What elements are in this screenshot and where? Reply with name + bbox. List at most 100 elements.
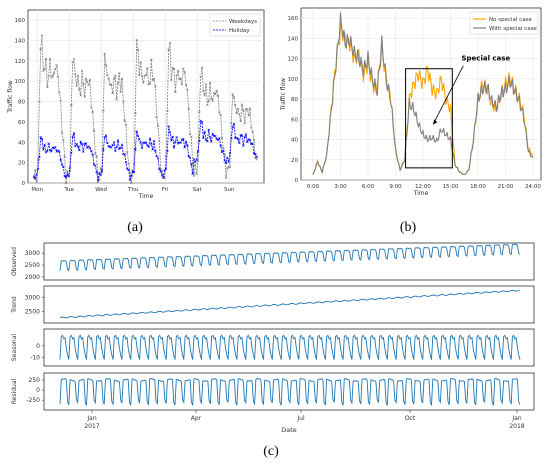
data-point-holiday xyxy=(226,156,229,160)
data-point-weekdays xyxy=(142,81,145,85)
data-point-weekdays xyxy=(58,91,61,94)
data-point-holiday xyxy=(198,139,201,143)
data-point-weekdays xyxy=(52,72,56,75)
data-point-holiday xyxy=(32,175,36,178)
data-point-weekdays xyxy=(104,64,108,67)
data-point-holiday xyxy=(135,130,138,133)
data-point-holiday xyxy=(68,166,72,169)
data-point-holiday xyxy=(147,145,150,149)
data-point-weekdays xyxy=(66,169,69,173)
data-point-weekdays xyxy=(154,84,157,88)
xtick-label-a: Thu xyxy=(127,187,138,193)
ytick-label-a: 160 xyxy=(15,18,26,24)
data-point-holiday xyxy=(114,149,117,152)
ytick-label-a: 40 xyxy=(18,140,25,146)
data-point-weekdays xyxy=(202,89,205,93)
data-point-holiday xyxy=(182,137,185,141)
data-point-holiday xyxy=(84,142,88,145)
data-point-holiday xyxy=(170,139,173,142)
data-point-holiday xyxy=(140,146,144,150)
ytick-label-residual: -250 xyxy=(26,397,40,404)
data-point-weekdays xyxy=(158,139,161,142)
data-point-holiday xyxy=(46,149,49,153)
data-point-weekdays xyxy=(144,74,148,77)
data-point-holiday xyxy=(131,170,134,173)
data-point-weekdays xyxy=(59,99,62,102)
data-point-weekdays xyxy=(136,48,140,52)
data-point-weekdays xyxy=(82,82,85,86)
data-point-holiday xyxy=(144,141,148,144)
data-point-weekdays xyxy=(71,61,74,64)
data-point-holiday xyxy=(79,140,82,143)
data-point-weekdays xyxy=(90,106,93,109)
data-point-weekdays xyxy=(147,82,150,86)
data-point-weekdays xyxy=(74,73,77,76)
data-point-weekdays xyxy=(167,48,170,52)
data-point-weekdays xyxy=(199,75,202,78)
data-point-weekdays xyxy=(208,81,212,85)
data-point-weekdays xyxy=(247,114,250,117)
data-point-weekdays xyxy=(83,95,86,98)
ytick-label-a: 60 xyxy=(18,120,25,126)
data-point-holiday xyxy=(175,136,178,139)
data-point-weekdays xyxy=(112,77,116,80)
data-point-holiday xyxy=(164,167,168,170)
data-point-weekdays xyxy=(204,83,208,86)
data-point-holiday xyxy=(62,165,65,168)
data-point-holiday xyxy=(242,144,245,147)
legend-label-no-special-case: No special case xyxy=(489,17,532,23)
data-point-holiday xyxy=(63,174,66,178)
data-point-holiday xyxy=(132,171,136,174)
data-point-weekdays xyxy=(79,94,82,97)
ytick-label-a: 140 xyxy=(15,39,26,45)
data-point-weekdays xyxy=(99,166,102,170)
ytick-label-observed: 2500 xyxy=(25,262,40,269)
data-point-weekdays xyxy=(219,113,222,117)
data-point-weekdays xyxy=(46,85,49,89)
data-point-weekdays xyxy=(170,78,173,82)
data-point-holiday xyxy=(240,134,244,137)
data-point-holiday xyxy=(67,175,70,178)
data-point-weekdays xyxy=(148,82,152,85)
data-point-weekdays xyxy=(56,75,60,78)
xtick-label-c: Apr xyxy=(191,415,202,422)
data-point-weekdays xyxy=(231,93,234,96)
xtick-label-c: 2017 xyxy=(84,423,99,430)
data-point-weekdays xyxy=(152,77,156,80)
data-point-weekdays xyxy=(120,77,124,80)
data-point-weekdays xyxy=(203,93,206,97)
data-point-holiday xyxy=(154,149,157,153)
data-point-weekdays xyxy=(63,155,66,158)
ytick-label-seasonal: -10 xyxy=(30,354,40,361)
data-point-weekdays xyxy=(246,108,249,111)
data-point-weekdays xyxy=(200,66,204,69)
data-point-weekdays xyxy=(138,73,141,77)
data-point-weekdays xyxy=(196,159,200,162)
data-point-weekdays xyxy=(238,113,241,116)
data-point-weekdays xyxy=(54,68,57,71)
data-point-holiday xyxy=(202,136,205,140)
data-point-weekdays xyxy=(118,71,121,75)
data-point-weekdays xyxy=(44,57,48,61)
series-line-observed xyxy=(59,243,521,272)
data-point-holiday xyxy=(207,128,210,131)
data-point-weekdays xyxy=(250,126,253,129)
data-point-holiday xyxy=(56,149,60,152)
xtick-label-b: 18:00 xyxy=(470,184,486,190)
data-point-holiday xyxy=(238,141,241,145)
xtick-label-c: Jul xyxy=(296,415,305,422)
x-axis-title-c: Date xyxy=(281,426,297,434)
data-point-weekdays xyxy=(106,73,109,77)
data-point-holiday xyxy=(127,168,130,172)
data-point-weekdays xyxy=(43,68,46,71)
data-point-weekdays xyxy=(166,109,169,113)
data-point-holiday xyxy=(128,178,132,182)
ytick-label-a: 0 xyxy=(22,181,26,187)
data-point-holiday xyxy=(104,134,108,137)
ytick-label-b: 100 xyxy=(288,77,299,83)
data-point-weekdays xyxy=(84,77,88,81)
data-point-holiday xyxy=(214,134,217,138)
data-point-holiday xyxy=(59,158,62,162)
data-point-holiday xyxy=(195,158,198,162)
data-point-weekdays xyxy=(126,151,129,154)
